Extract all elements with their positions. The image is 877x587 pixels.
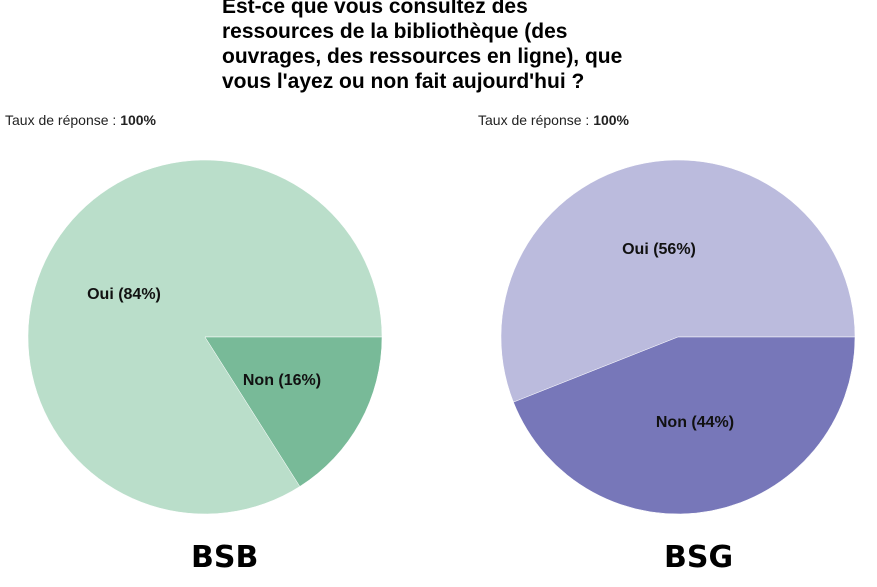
title-line-3: ouvrages, des ressources en ligne), que xyxy=(222,45,623,68)
response-rate-bsg: Taux de réponse : 100% xyxy=(478,112,629,128)
chart-name-bsg: BSG xyxy=(664,540,734,575)
pie-slice-oui xyxy=(27,159,383,515)
response-rate-value: 100% xyxy=(120,112,156,128)
pie-slice-non xyxy=(513,336,856,515)
title-line-4: vous l'ayez ou non fait aujourd'hui ? xyxy=(222,70,585,93)
response-rate-label: Taux de réponse : xyxy=(5,112,117,128)
response-rate-value: 100% xyxy=(593,112,629,128)
chart-title: Est-ce que vous consultez des ressources… xyxy=(222,0,742,94)
slice-label-oui: Oui (56%) xyxy=(622,241,696,258)
pie-slice-non xyxy=(204,336,383,487)
pie-slice-oui xyxy=(500,159,856,403)
response-rate-label: Taux de réponse : xyxy=(478,112,590,128)
title-line-2: ressources de la bibliothèque (des xyxy=(222,20,568,43)
chart-name-bsb: BSB xyxy=(191,540,259,575)
response-rate-bsb: Taux de réponse : 100% xyxy=(5,112,156,128)
pie-bsb: Oui (84%) Non (16%) xyxy=(27,159,383,515)
slice-label-non: Non (16%) xyxy=(243,372,321,389)
slice-label-oui: Oui (84%) xyxy=(87,286,161,303)
title-line-1: Est-ce que vous consultez des xyxy=(222,0,528,18)
slice-label-non: Non (44%) xyxy=(656,414,734,431)
pie-bsg: Oui (56%) Non (44%) xyxy=(500,159,856,515)
